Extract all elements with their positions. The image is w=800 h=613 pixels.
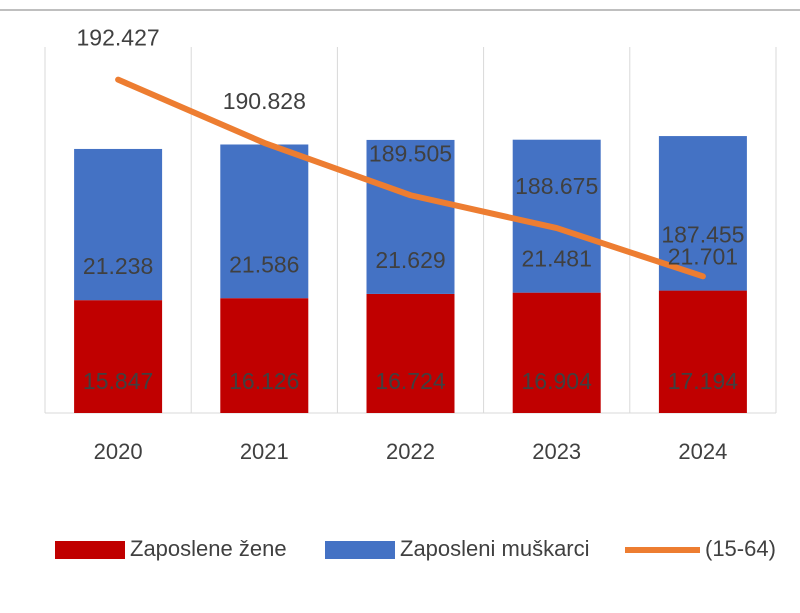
- data-label: 17.194: [668, 368, 739, 394]
- data-label: 21.481: [522, 246, 592, 272]
- data-label: 16.904: [522, 368, 593, 394]
- data-label: 21.701: [668, 244, 738, 270]
- legend-label: (15-64): [705, 536, 776, 561]
- data-label: 16.724: [375, 368, 446, 394]
- x-tick-label: 2021: [240, 439, 289, 464]
- bar-segment: [512, 139, 601, 293]
- bar-segment: [366, 139, 455, 294]
- data-label: 192.427: [77, 25, 160, 51]
- data-label: 188.675: [515, 173, 598, 199]
- bar-segment: [366, 293, 455, 413]
- data-label: 21.238: [83, 253, 153, 279]
- line: [115, 76, 706, 280]
- bar-segment: [74, 300, 163, 413]
- data-label: 16.126: [229, 368, 299, 394]
- bar-segment: [74, 148, 163, 301]
- legend-swatch: [55, 541, 125, 559]
- bar-segment: [658, 290, 747, 413]
- data-label: 21.629: [375, 247, 445, 273]
- data-label: 187.455: [661, 221, 744, 247]
- data-label: 190.828: [223, 88, 306, 114]
- x-tick-label: 2024: [678, 439, 727, 464]
- data-label: 15.847: [83, 368, 153, 394]
- x-tick-label: 2023: [532, 439, 581, 464]
- x-tick-label: 2022: [386, 439, 435, 464]
- bar-segment: [220, 298, 309, 413]
- bar-segment: [220, 144, 309, 299]
- x-tick-label: 2020: [94, 439, 143, 464]
- legend-label: Zaposlene žene: [130, 536, 287, 561]
- data-label: 189.505: [369, 140, 452, 166]
- data-label: 21.586: [229, 251, 299, 277]
- legend-swatch: [325, 541, 395, 559]
- bar-segment: [512, 292, 601, 413]
- legend-label: Zaposleni muškarci: [400, 536, 590, 561]
